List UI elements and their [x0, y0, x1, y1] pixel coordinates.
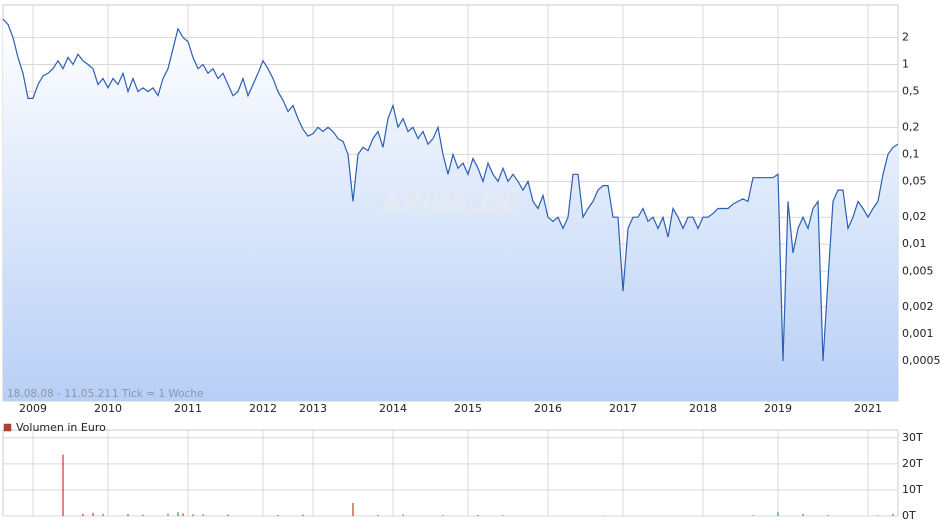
y-tick-label: 0,005: [902, 264, 934, 277]
volume-area: [2, 429, 899, 517]
y-tick-label: 0,001: [902, 327, 934, 340]
volume-bar: [752, 515, 754, 516]
volume-tick-label: 20T: [902, 457, 923, 470]
volume-bar: [127, 514, 129, 516]
volume-bar: [82, 513, 84, 516]
y-tick-label: 0,1: [902, 147, 920, 160]
volume-bar: [777, 512, 779, 516]
x-tick-label: 2011: [174, 402, 202, 415]
volume-bar: [202, 514, 204, 516]
volume-tick-label: 0T: [902, 509, 916, 522]
volume-bar: [827, 514, 829, 516]
volume-bar: [402, 514, 404, 516]
y-tick-label: 0,02: [902, 210, 927, 223]
volume-bar: [892, 513, 894, 516]
volume-bar: [502, 515, 504, 516]
watermark: ARIVA.DE: [379, 190, 519, 220]
price-area: [3, 19, 898, 401]
volume-bar: [92, 512, 94, 516]
volume-bar: [802, 513, 804, 516]
x-tick-label: 2017: [609, 402, 637, 415]
x-tick-label: 2012: [249, 402, 277, 415]
volume-bar: [877, 515, 879, 516]
volume-tick-label: 10T: [902, 483, 923, 496]
volume-bar: [352, 502, 354, 516]
x-tick-label: 2009: [19, 402, 47, 415]
period-label: 18.08.08 - 11.05.21: [7, 388, 111, 400]
volume-bar: [182, 513, 184, 516]
y-tick-label: 0,05: [902, 174, 927, 187]
x-tick-label: 2018: [689, 402, 717, 415]
legend-label: Volumen in Euro: [16, 421, 106, 434]
x-tick-label: 2013: [299, 402, 327, 415]
y-tick-label: 0,0005: [902, 354, 940, 367]
volume-bar: [477, 514, 479, 516]
legend-swatch: [3, 423, 12, 432]
y-tick-label: 0,5: [902, 85, 920, 98]
x-tick-label: 2015: [454, 402, 482, 415]
volume-bar: [602, 515, 604, 516]
x-tick-label: 2019: [764, 402, 792, 415]
volume-bar: [442, 515, 444, 516]
x-tick-label: 2016: [534, 402, 562, 415]
volume-bar: [62, 454, 64, 516]
x-tick-label: 2010: [94, 402, 122, 415]
tick-note: 1 Tick = 1 Woche: [112, 388, 203, 400]
volume-bar: [277, 514, 279, 516]
volume-bar: [167, 513, 169, 516]
volume-bar: [377, 514, 379, 516]
y-tick-label: 2: [902, 31, 909, 44]
y-tick-label: 0,2: [902, 120, 920, 133]
y-tick-label: 1: [902, 58, 909, 71]
x-tick-label: 2021: [854, 402, 882, 415]
y-tick-label: 0,002: [902, 300, 934, 313]
volume-bar: [192, 514, 194, 516]
y-tick-label: 0,01: [902, 237, 927, 250]
x-tick-label: 2014: [379, 402, 407, 415]
price-line: [2, 18, 899, 362]
area-layer: [3, 19, 898, 401]
volume-tick-label: 30T: [902, 431, 923, 444]
volume-bar: [142, 514, 144, 516]
volume-bar: [102, 513, 104, 516]
volume-bar: [227, 514, 229, 516]
volume-bar: [302, 514, 304, 516]
volume-bar: [177, 512, 179, 516]
